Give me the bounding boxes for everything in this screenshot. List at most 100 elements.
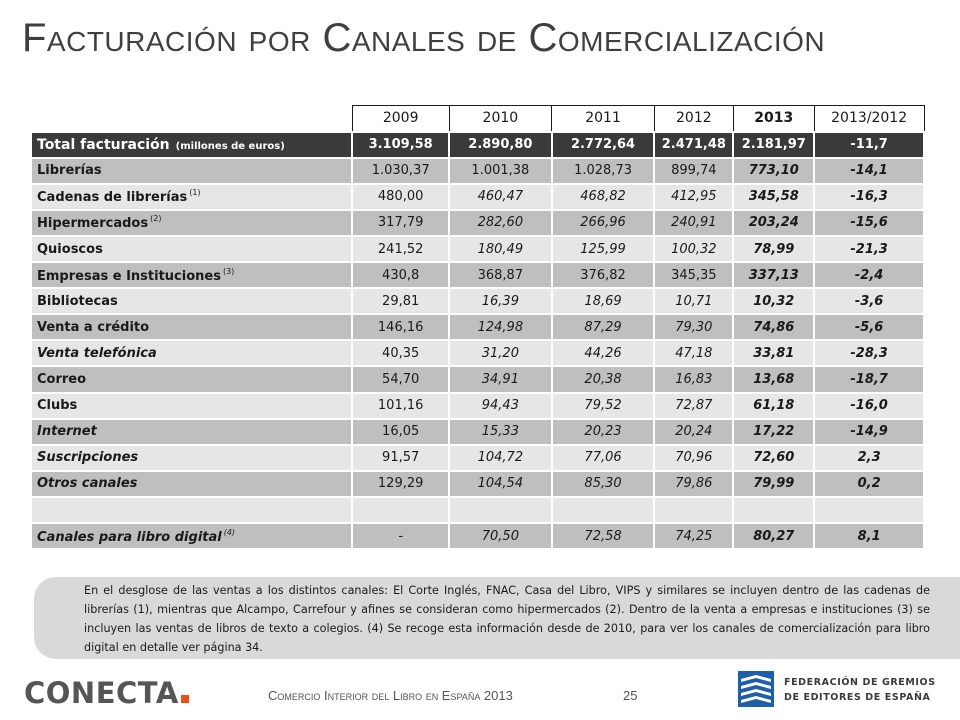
footer-publication: Comercio Interior del Libro en España 20… bbox=[268, 688, 513, 703]
table-row: Canales para libro digital (4) -70,50 72,58… bbox=[29, 521, 925, 551]
table-cell: 430,8 bbox=[351, 261, 451, 290]
row-label-text: Otros canales bbox=[37, 476, 138, 492]
table-cell: 376,82 bbox=[550, 261, 656, 290]
table-cell: -14,1 bbox=[813, 156, 925, 185]
row-label-text: Hipermercados bbox=[37, 216, 149, 232]
table-cell bbox=[653, 495, 735, 525]
table-cell: 34,91 bbox=[448, 365, 553, 394]
row-label: Correo bbox=[29, 365, 354, 394]
table-cell: 20,38 bbox=[550, 365, 656, 394]
table-cell: 16,39 bbox=[448, 287, 553, 316]
table-cell: 78,99 bbox=[732, 234, 816, 264]
table-cell: 412,95 bbox=[653, 182, 735, 211]
row-label: Librerías bbox=[29, 156, 354, 185]
header-blank-cell bbox=[31, 105, 353, 132]
row-label: Canales para libro digital (4) bbox=[29, 521, 354, 551]
row-label: Quioscos bbox=[29, 234, 354, 264]
table-cell: 16,05 bbox=[351, 417, 451, 446]
header-cell: 2012 bbox=[653, 104, 734, 133]
table-cell: 13,68 bbox=[732, 365, 816, 394]
table-row: Hipermercados (2) 317,79 282,60 266,96 240,91… bbox=[29, 208, 925, 237]
table-row: Cadenas de librerías (1) 480,00 460,47 468,8… bbox=[29, 182, 925, 211]
table-cell: 100,32 bbox=[653, 234, 735, 264]
table-cell: 31,20 bbox=[448, 339, 553, 368]
table-cell: -14,9 bbox=[813, 417, 925, 446]
federacion-line-2: DE EDITORES DE ESPAÑA bbox=[784, 692, 931, 703]
table-row: Venta a crédito 146,16 124,98 87,29 79,30 74,… bbox=[29, 313, 925, 342]
table-cell: 44,26 bbox=[550, 339, 656, 368]
table-cell: 129,29 bbox=[351, 469, 451, 498]
header-cell: 2011 bbox=[551, 104, 655, 133]
footnote-marker: (4) bbox=[223, 527, 236, 537]
conecta-logo-text: CONECTA bbox=[24, 676, 179, 710]
row-label: Hipermercados (2) bbox=[29, 208, 354, 237]
table-cell: 180,49 bbox=[448, 234, 553, 264]
row-label: Cadenas de librerías (1) bbox=[29, 182, 354, 211]
table-cell: 1.001,38 bbox=[448, 156, 553, 185]
footnote-marker: (3) bbox=[222, 266, 235, 276]
table-cell: 468,82 bbox=[550, 182, 656, 211]
table-row: Otros canales 129,29 104,54 85,30 79,86 79,99… bbox=[29, 469, 925, 498]
table-cell: 20,24 bbox=[653, 417, 735, 446]
table-cell: 79,30 bbox=[653, 313, 735, 342]
conecta-logo-dot bbox=[180, 695, 189, 703]
table-cell: 20,23 bbox=[550, 417, 656, 446]
table-cell: 317,79 bbox=[351, 208, 451, 237]
table-cell: 80,27 bbox=[732, 521, 816, 551]
page-number: 25 bbox=[623, 688, 638, 703]
table-cell: 345,58 bbox=[732, 182, 816, 211]
row-label-text: Suscripciones bbox=[37, 450, 139, 466]
footnote-text: En el desglose de las ventas a los disti… bbox=[84, 584, 930, 654]
row-label bbox=[29, 495, 354, 525]
table-cell: 79,86 bbox=[653, 469, 735, 498]
table-cell: 10,32 bbox=[732, 287, 816, 316]
table-cell: 74,25 bbox=[653, 521, 735, 551]
table-cell: 240,91 bbox=[653, 208, 735, 237]
table-cell: 146,16 bbox=[351, 313, 451, 342]
table-cell: 282,60 bbox=[448, 208, 553, 237]
footnote-marker: (2) bbox=[150, 214, 162, 224]
federacion-line-1: FEDERACIÓN DE GREMIOS bbox=[784, 677, 936, 688]
table-header-row: 2009 2010 2011 2012 2013 2013/2012 bbox=[31, 104, 925, 133]
table-cell: 72,58 bbox=[550, 521, 656, 551]
row-label-text: Internet bbox=[37, 424, 97, 440]
row-label-text: Venta a crédito bbox=[37, 319, 150, 335]
table-cell bbox=[351, 495, 451, 525]
table-cell: 899,74 bbox=[653, 156, 735, 185]
table-cell: 29,81 bbox=[351, 287, 451, 316]
table-cell: -11,7 bbox=[813, 130, 925, 159]
table-cell: 85,30 bbox=[550, 469, 656, 498]
table-cell: 70,50 bbox=[448, 521, 553, 551]
footnote-marker: (1) bbox=[189, 188, 201, 198]
footnote-box: En el desglose de las ventas a los disti… bbox=[34, 577, 960, 659]
table-cell: 8,1 bbox=[813, 521, 925, 551]
table-cell: 345,35 bbox=[653, 261, 735, 290]
table-cell: -3,6 bbox=[813, 287, 925, 316]
table-cell: 460,47 bbox=[448, 182, 553, 211]
table-cell: 2.471,48 bbox=[653, 130, 735, 159]
table-cell: 72,60 bbox=[732, 443, 816, 472]
table-cell: 77,06 bbox=[550, 443, 656, 472]
table-row: Empresas e Instituciones (3) 430,8 368,87 37… bbox=[29, 261, 925, 290]
table-cell: 18,69 bbox=[550, 287, 656, 316]
table-cell: 0,2 bbox=[813, 469, 925, 498]
table-cell bbox=[813, 495, 925, 525]
billing-table: 2009 2010 2011 2012 2013 2013/2012 Total… bbox=[29, 104, 925, 551]
total-sublabel: (millones de euros) bbox=[175, 140, 285, 152]
header-cell: 2009 bbox=[351, 104, 450, 133]
table-cell: 47,18 bbox=[653, 339, 735, 368]
row-label-text: Clubs bbox=[37, 398, 78, 414]
table-cell: -21,3 bbox=[813, 234, 925, 264]
table-cell: -5,6 bbox=[813, 313, 925, 342]
table-cell: 16,83 bbox=[653, 365, 735, 394]
table-cell: 70,96 bbox=[653, 443, 735, 472]
table-row: Bibliotecas 29,81 16,39 18,69 10,71 10,32 -3,6 bbox=[29, 287, 925, 316]
table-cell: 1.030,37 bbox=[351, 156, 451, 185]
table-row: Librerías 1.030,37 1.001,38 1.028,73 899,74 7… bbox=[29, 156, 925, 185]
table-row: Suscripciones 91,57 104,72 77,06 70,96 72,60 2… bbox=[29, 443, 925, 472]
table-row: Quioscos 241,52 180,49 125,99 100,32 78,99 -21… bbox=[29, 234, 925, 264]
table-cell: 480,00 bbox=[351, 182, 451, 211]
row-label: Venta telefónica bbox=[29, 339, 354, 368]
table-cell: 368,87 bbox=[448, 261, 553, 290]
table-row: Internet 16,05 15,33 20,23 20,24 17,22 -14,9 bbox=[29, 417, 925, 446]
